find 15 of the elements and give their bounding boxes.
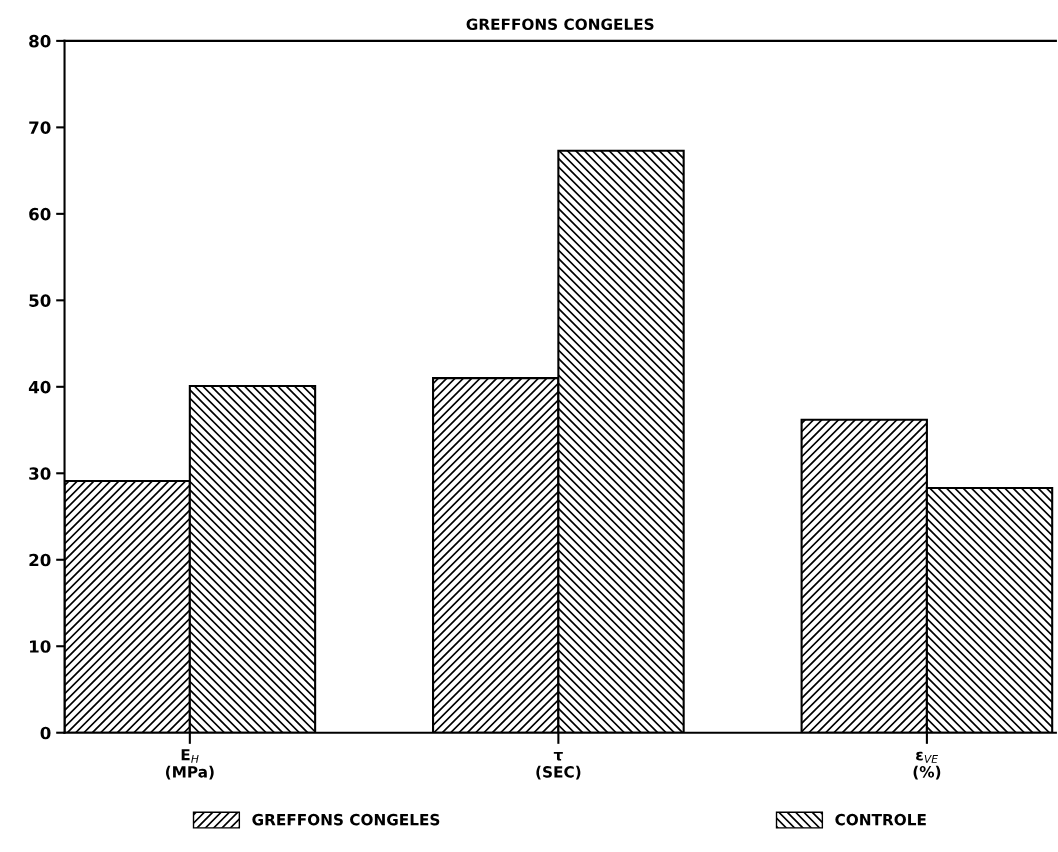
y-tick-label: 20 [29, 553, 51, 567]
x-tick-label: E$_{H}$ (MPa) [166, 749, 214, 780]
y-tick-label: 10 [30, 640, 51, 653]
legend-label: CONTROLE [835, 813, 926, 826]
y-tick-label: 60 [29, 207, 51, 221]
legend-label: GREFFONS CONGELES [252, 813, 440, 826]
y-tick-label: 30 [29, 467, 51, 480]
y-tick-label: 40 [28, 380, 51, 394]
x-tick-label: τ (SEC) [536, 751, 581, 780]
y-tick-label: 0 [40, 726, 51, 740]
y-tick-label: 50 [29, 294, 51, 307]
x-tick-label: ε$_{VE}$ (%) [913, 751, 941, 780]
chart-title: GREFFONS CONGELES [466, 18, 654, 30]
y-tick-label: 70 [29, 121, 51, 134]
y-tick-label: 80 [29, 34, 51, 48]
